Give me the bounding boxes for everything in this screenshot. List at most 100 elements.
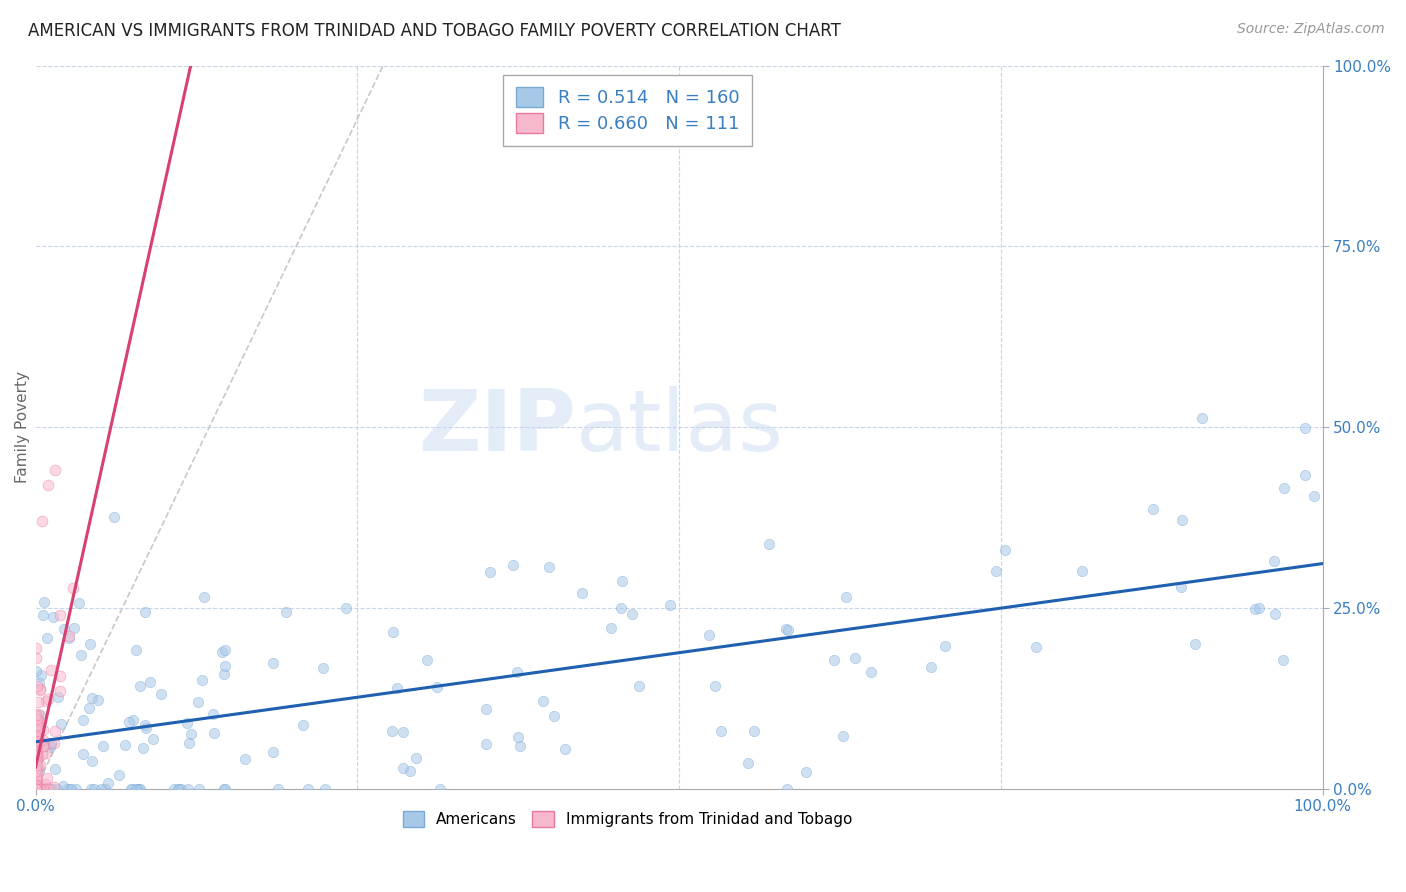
Point	[28, 675, 51, 690]
Point	[479, 565, 502, 579]
Point	[27, 751, 49, 765]
Point	[416, 653, 439, 667]
Point	[214, 658, 236, 673]
Point	[1184, 638, 1206, 652]
Point	[25, 749, 48, 764]
Point	[24, 781, 46, 796]
Point	[25, 781, 48, 796]
Point	[25, 781, 48, 796]
Point	[776, 624, 799, 638]
Point	[405, 751, 427, 765]
Point	[25, 758, 48, 772]
Point	[212, 781, 235, 796]
Point	[30, 781, 52, 796]
Point	[180, 727, 202, 741]
Point	[506, 730, 529, 744]
Point	[25, 754, 48, 768]
Point	[25, 781, 48, 796]
Point	[24, 745, 46, 759]
Point	[149, 687, 172, 701]
Point	[24, 781, 46, 796]
Point	[38, 740, 60, 755]
Point	[177, 781, 200, 796]
Point	[1264, 607, 1286, 622]
Point	[44, 463, 66, 477]
Point	[25, 781, 48, 796]
Point	[35, 781, 58, 796]
Point	[24, 781, 46, 796]
Point	[80, 781, 103, 796]
Point	[135, 722, 157, 736]
Point	[25, 781, 48, 796]
Point	[599, 621, 621, 635]
Point	[25, 731, 48, 745]
Point	[832, 730, 855, 744]
Point	[35, 747, 58, 761]
Point	[24, 751, 46, 765]
Point	[1294, 421, 1316, 435]
Point	[381, 723, 404, 738]
Point	[27, 759, 49, 773]
Point	[994, 543, 1017, 558]
Point	[79, 700, 101, 714]
Point	[335, 600, 357, 615]
Point	[31, 747, 53, 761]
Point	[87, 693, 110, 707]
Point	[27, 781, 49, 796]
Point	[25, 781, 48, 796]
Point	[27, 781, 49, 796]
Point	[381, 624, 404, 639]
Point	[214, 781, 236, 796]
Point	[176, 716, 198, 731]
Point	[28, 781, 51, 796]
Point	[24, 781, 46, 796]
Point	[262, 746, 284, 760]
Point	[32, 739, 55, 753]
Point	[44, 724, 66, 739]
Point	[103, 509, 125, 524]
Point	[42, 780, 65, 794]
Point	[37, 478, 59, 492]
Point	[25, 751, 48, 765]
Point	[128, 781, 150, 796]
Point	[1191, 410, 1213, 425]
Point	[25, 713, 48, 727]
Point	[188, 781, 211, 796]
Point	[531, 694, 554, 708]
Point	[24, 781, 46, 796]
Point	[25, 738, 48, 752]
Point	[24, 781, 46, 796]
Point	[834, 590, 856, 604]
Point	[737, 756, 759, 770]
Point	[31, 514, 53, 528]
Point	[1247, 601, 1270, 615]
Point	[202, 706, 225, 721]
Point	[59, 781, 82, 796]
Point	[118, 714, 141, 729]
Point	[27, 707, 49, 722]
Point	[214, 643, 236, 657]
Point	[90, 781, 112, 796]
Point	[28, 764, 51, 779]
Point	[28, 682, 51, 697]
Point	[82, 754, 104, 768]
Point	[391, 761, 413, 775]
Point	[554, 741, 576, 756]
Point	[233, 752, 256, 766]
Point	[129, 781, 152, 796]
Point	[46, 781, 69, 796]
Point	[1070, 564, 1092, 578]
Point	[24, 781, 46, 796]
Point	[39, 663, 62, 677]
Point	[509, 739, 531, 753]
Point	[25, 781, 48, 796]
Point	[35, 694, 58, 708]
Point	[34, 777, 56, 791]
Point	[24, 727, 46, 741]
Point	[28, 733, 51, 747]
Point	[58, 631, 80, 645]
Point	[25, 723, 48, 738]
Point	[120, 781, 142, 796]
Point	[170, 781, 193, 796]
Point	[24, 781, 46, 796]
